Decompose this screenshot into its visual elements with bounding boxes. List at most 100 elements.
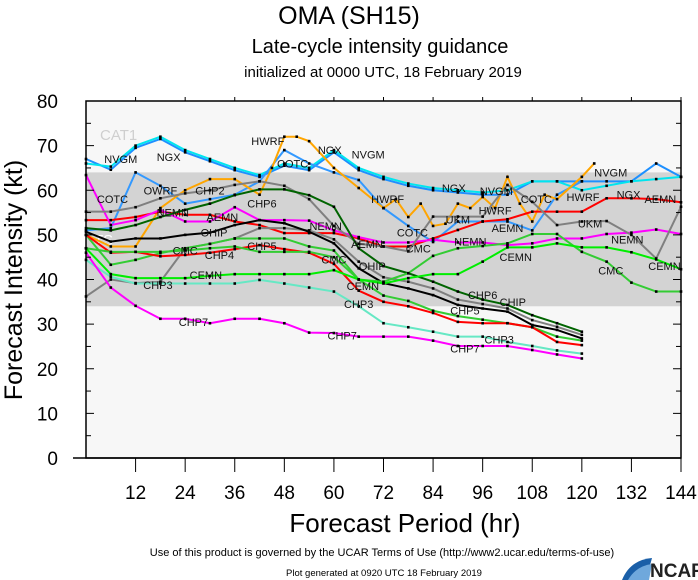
- data-point-ngx: [332, 151, 336, 154]
- data-point-cmc: [431, 254, 435, 258]
- data-point-cotc: [109, 226, 113, 230]
- model-label: NGX: [442, 183, 467, 195]
- data-point-chp4: [183, 253, 187, 257]
- data-point-aemn: [406, 245, 410, 248]
- data-point-cemn: [506, 246, 509, 249]
- ncar-logo: NCAR: [622, 558, 698, 580]
- data-point-nemn: [580, 237, 584, 240]
- data-point-chp6: [258, 188, 261, 191]
- data-point-chp3: [555, 349, 559, 352]
- data-point-ngx: [431, 188, 435, 192]
- data-point-chp4: [456, 320, 460, 324]
- data-point-chp5: [382, 294, 385, 297]
- data-point-chp6: [307, 193, 311, 197]
- data-point-chp7: [580, 357, 584, 360]
- data-point-ukm: [283, 184, 286, 188]
- data-point-cotc: [283, 148, 286, 152]
- data-point-nvgm: [654, 177, 658, 181]
- data-point-hwrf: [283, 135, 286, 138]
- data-point-chp7: [183, 317, 187, 321]
- data-point-ngx: [654, 162, 658, 165]
- data-point-ukm: [134, 205, 137, 209]
- data-point-chp5: [208, 242, 212, 246]
- data-point-ohip: [134, 237, 137, 240]
- data-point-chp4: [481, 321, 484, 325]
- data-point-aemn: [481, 220, 484, 223]
- data-point-nemn: [555, 237, 559, 240]
- data-point-ukm: [233, 183, 237, 187]
- svg-text:NCAR: NCAR: [650, 561, 698, 580]
- data-point-aemn: [283, 231, 286, 235]
- data-point-cotc: [431, 240, 435, 244]
- data-point-ngx: [382, 177, 385, 181]
- data-point-aemn: [307, 231, 311, 235]
- model-label: OHIP: [201, 228, 228, 240]
- x-tick-label: 144: [665, 483, 697, 504]
- data-point-chp4: [431, 311, 435, 315]
- data-point-chp2: [431, 287, 435, 290]
- data-point-chp6: [208, 202, 212, 205]
- data-point-cmc: [580, 250, 584, 254]
- model-label: CEMN: [648, 261, 680, 273]
- model-label: CHP3: [485, 335, 514, 347]
- data-point-chp7: [382, 335, 385, 338]
- data-point-cemn: [283, 272, 286, 276]
- data-point-chp7: [109, 286, 113, 289]
- y-tick-label: 80: [37, 92, 58, 113]
- data-point-ukm: [605, 219, 608, 223]
- data-point-cmc: [406, 271, 410, 275]
- data-point-ngx: [134, 146, 137, 150]
- y-tick-label: 10: [37, 404, 58, 425]
- model-label: NEMN: [611, 234, 643, 246]
- data-point-nvgm: [481, 191, 484, 194]
- data-point-chp7: [307, 331, 311, 334]
- data-point-cotc: [555, 193, 559, 197]
- data-point-hwrf: [233, 177, 237, 181]
- data-point-nemn: [159, 208, 162, 212]
- data-point-cotc: [357, 178, 361, 182]
- model-label: CHP6: [468, 290, 497, 302]
- data-point-ngx: [283, 164, 286, 168]
- data-point-chp5: [406, 299, 410, 303]
- data-point-nemn: [654, 228, 658, 231]
- data-point-nemn: [109, 223, 113, 227]
- y-tick-label: 60: [37, 181, 58, 202]
- data-point-aemn: [134, 215, 137, 219]
- data-point-ukm: [530, 200, 534, 204]
- model-label: CMC: [321, 254, 346, 266]
- data-point-cemn: [555, 242, 559, 245]
- model-label: CMC: [173, 245, 198, 257]
- data-point-cemn: [530, 246, 534, 249]
- data-point-chp2: [283, 226, 286, 230]
- x-tick-label: 36: [224, 483, 245, 504]
- band-label-cat1: CAT1: [100, 127, 137, 144]
- data-point-cmc: [233, 245, 237, 248]
- data-point-chp3: [456, 335, 460, 338]
- chart-subtitle: Late-cycle intensity guidance: [252, 36, 509, 58]
- data-point-cmc: [159, 250, 162, 254]
- data-point-chp6: [109, 229, 113, 232]
- data-point-ohip: [406, 287, 410, 290]
- data-point-chp4: [208, 251, 212, 255]
- data-point-chp5: [159, 251, 162, 255]
- data-point-ohip: [233, 223, 237, 227]
- data-point-hwrf: [183, 188, 187, 192]
- data-point-hwrf: [493, 206, 497, 210]
- data-point-aemn: [654, 197, 658, 201]
- data-point-chp2: [382, 275, 385, 279]
- data-point-cotc: [332, 171, 336, 174]
- data-point-chp3: [307, 286, 311, 289]
- data-point-hwrf: [134, 245, 137, 248]
- data-point-ngx: [258, 175, 261, 179]
- data-point-nvgm: [159, 135, 162, 138]
- data-point-nemn: [233, 205, 237, 209]
- data-point-chp7: [456, 344, 460, 348]
- data-point-ukm: [258, 180, 261, 183]
- data-point-hwrf: [543, 193, 546, 197]
- model-label: CHP7: [179, 317, 208, 329]
- data-point-cotc: [134, 171, 137, 174]
- model-label: COTC: [521, 194, 552, 206]
- data-point-chp5: [555, 335, 559, 338]
- data-point-cmc: [555, 232, 559, 236]
- data-point-chp7: [406, 335, 410, 338]
